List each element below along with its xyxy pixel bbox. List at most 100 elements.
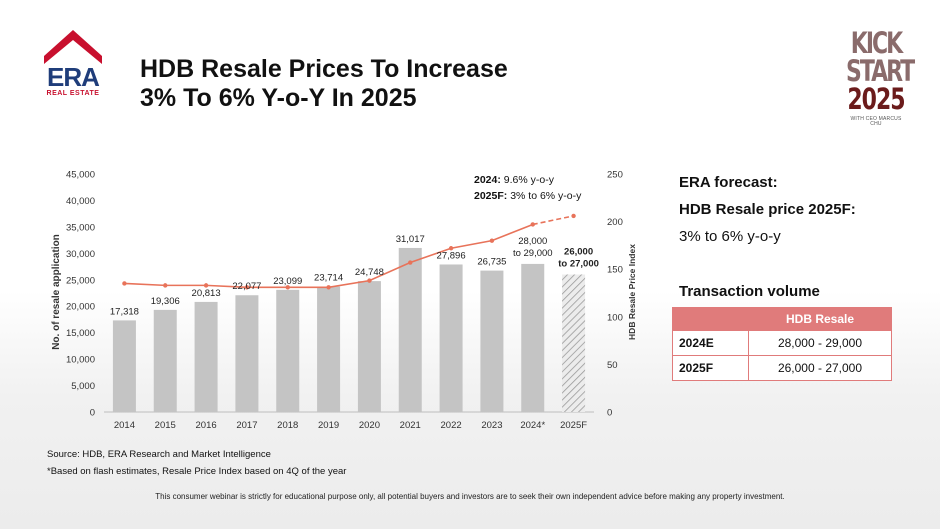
price-index-point-2015 (163, 283, 168, 288)
annotation-line-2: 2025F: 3% to 6% y-o-y (474, 190, 582, 202)
bar-data-label: 27,896 (437, 250, 466, 261)
bar-2022 (439, 264, 463, 412)
forecast-subheading: HDB Resale price 2025F: (679, 201, 856, 218)
y-tick-label: 25,000 (66, 275, 95, 286)
table-row: 2024E 28,000 - 29,000 (672, 330, 892, 356)
x-tick-label: 2021 (400, 420, 421, 431)
bar-data-label: 22,077 (232, 281, 261, 292)
bar-2017 (235, 295, 259, 412)
annotation-value-2024: 9.6% y-o-y (501, 174, 555, 186)
y-axis-left: 0 5,000 10,000 15,000 20,000 25,000 30,000 35,0… (66, 170, 594, 419)
y-axis-right: 0 50 100 150 200 250 (607, 170, 623, 419)
x-tick-label: 2022 (441, 420, 462, 431)
x-tick-label: 2020 (359, 420, 380, 431)
y2-tick-label: 50 (607, 360, 618, 371)
bar-data-label: 23,099 (273, 276, 302, 287)
kickstart-line-4: WITH CEO MARCUS CHU (850, 116, 902, 127)
title-line-1: HDB Resale Prices To Increase (140, 55, 508, 83)
bar-data-label: 31,017 (396, 234, 425, 245)
y-tick-label: 20,000 (66, 302, 95, 313)
x-axis: 2014 2015 2016 2017 2018 2019 2020 2021 2022 2023… (114, 420, 587, 431)
x-tick-label: 2018 (277, 420, 298, 431)
bar-2018 (276, 289, 300, 412)
page-title: HDB Resale Prices To Increase 3% To 6% Y… (140, 55, 508, 113)
kickstart-line-3: 2025 (847, 83, 905, 118)
row-value: 28,000 - 29,000 (748, 330, 892, 356)
y-tick-label: 45,000 (66, 170, 95, 181)
bar-2019 (317, 286, 341, 412)
bar-series (112, 247, 586, 412)
y-tick-label: 35,000 (66, 222, 95, 233)
table-row: 2025F 26,000 - 27,000 (672, 355, 892, 381)
bar-2021 (398, 247, 422, 412)
annotation-line-1: 2024: 9.6% y-o-y (474, 174, 555, 186)
x-tick-label: 2024* (520, 420, 545, 431)
kickstart-logo: KICK START 2025 WITH CEO MARCUS CHU (846, 29, 915, 127)
bar-data-label: to 27,000 (558, 258, 599, 269)
row-value: 26,000 - 27,000 (748, 355, 892, 381)
disclaimer: This consumer webinar is strictly for ed… (155, 492, 785, 501)
y2-tick-label: 250 (607, 170, 623, 181)
x-tick-label: 2023 (481, 420, 502, 431)
bar-2023 (480, 270, 504, 412)
y2-tick-label: 0 (607, 408, 612, 419)
volume-table: HDB Resale 2024E 28,000 - 29,000 2025F 2… (672, 307, 892, 381)
table-header-hdb-resale: HDB Resale (748, 307, 892, 331)
price-index-point-2021 (408, 260, 413, 265)
era-logo: ERA REAL ESTATE (44, 30, 102, 98)
y2-tick-label: 200 (607, 217, 623, 228)
bar-data-label: to 29,000 (513, 248, 553, 259)
title-line-2: 3% To 6% Y-o-Y In 2025 (140, 84, 417, 112)
footnote: *Based on flash estimates, Resale Price … (47, 466, 347, 477)
kickstart-line-2: START (846, 55, 915, 90)
table-header-row: HDB Resale (672, 307, 892, 331)
y2-tick-label: 150 (607, 265, 623, 276)
x-tick-label: 2014 (114, 420, 135, 431)
bar-data-label: 26,735 (477, 257, 506, 268)
bar-data-label: 24,748 (355, 267, 384, 278)
row-label: 2024E (672, 330, 749, 356)
price-index-line (122, 213, 576, 290)
table-header-empty (672, 307, 749, 331)
logo-subtext: REAL ESTATE (46, 90, 100, 97)
bar-2024 (521, 263, 545, 412)
logo-text: ERA (47, 62, 100, 92)
kickstart-line-1: KICK (850, 27, 903, 62)
annotation-value-2025: 3% to 6% y-o-y (507, 190, 582, 202)
bar-data-label: 23,714 (314, 273, 343, 284)
bar-labels: 17,318 19,306 20,813 22,077 23,099 23,714 24,7… (110, 234, 599, 317)
price-index-point-2019 (326, 285, 331, 290)
price-index-point-2020 (367, 278, 372, 283)
price-index-point-2018 (285, 285, 290, 290)
y2-axis-label: HDB Resale Price Index (627, 244, 637, 340)
bar-2015 (153, 309, 177, 412)
price-index-point-2024 (530, 222, 535, 227)
forecast-value: 3% to 6% y-o-y (679, 228, 781, 245)
y-tick-label: 0 (90, 408, 95, 419)
x-tick-label: 2016 (196, 420, 217, 431)
bar-data-label: 19,306 (151, 296, 180, 307)
y-tick-label: 15,000 (66, 328, 95, 339)
bar-data-label: 17,318 (110, 306, 139, 317)
price-index-point-2025F (571, 213, 576, 219)
bar-data-label: 20,813 (192, 288, 221, 299)
annotation-year-2024: 2024: (474, 174, 501, 186)
y-tick-label: 40,000 (66, 196, 95, 207)
bar-2014 (112, 320, 136, 412)
annotation-year-2025: 2025F: (474, 190, 507, 202)
y-tick-label: 10,000 (66, 355, 95, 366)
bar-data-label: 26,000 (564, 246, 593, 257)
roof-icon (44, 30, 102, 64)
x-tick-label: 2019 (318, 420, 339, 431)
y-tick-label: 30,000 (66, 249, 95, 260)
price-index-point-2023 (489, 238, 495, 243)
bar-2025F (562, 274, 586, 412)
bar-2020 (357, 281, 381, 412)
bar-data-label: 28,000 (518, 236, 547, 247)
x-tick-label: 2015 (155, 420, 176, 431)
price-index-point-2022 (448, 246, 454, 251)
volume-heading: Transaction volume (679, 283, 820, 300)
forecast-heading: ERA forecast: (679, 174, 778, 191)
bar-2016 (194, 301, 218, 412)
